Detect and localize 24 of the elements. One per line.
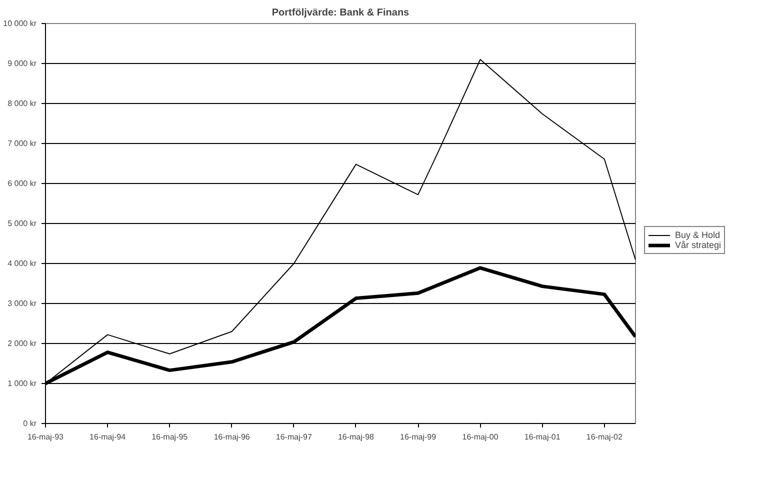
x-tick-label: 16-maj-00 xyxy=(462,432,499,442)
y-tick-label: 4 000 kr xyxy=(8,259,37,268)
y-tick-label: 1 000 kr xyxy=(8,379,37,388)
x-tick-label: 16-maj-97 xyxy=(276,432,312,442)
x-tick-label: 16-maj-98 xyxy=(338,432,375,442)
y-tick-label: 9 000 kr xyxy=(8,59,37,68)
x-tick-label: 16-maj-94 xyxy=(90,432,126,442)
x-tick-label: 16-maj-96 xyxy=(214,432,250,442)
y-tick-label: 3 000 kr xyxy=(8,299,37,308)
chart-title: Portföljvärde: Bank & Finans xyxy=(272,8,410,18)
y-tick-label: 2 000 kr xyxy=(8,339,37,348)
x-tick-label: 16-maj-95 xyxy=(152,432,188,442)
x-tick-label: 16-maj-93 xyxy=(27,432,64,442)
y-tick-label: 8 000 kr xyxy=(8,99,37,108)
legend-label: Buy & Hold xyxy=(675,230,720,240)
legend-label: Vår strategi xyxy=(675,240,722,250)
y-tick-label: 10 000 kr xyxy=(3,19,37,28)
y-tick-label: 0 kr xyxy=(23,419,37,428)
y-tick-label: 5 000 kr xyxy=(8,219,37,228)
x-tick-label: 16-maj-02 xyxy=(586,432,623,442)
x-tick-label: 16-maj-99 xyxy=(400,432,437,442)
y-tick-label: 6 000 kr xyxy=(8,179,37,188)
x-tick-label: 16-maj-01 xyxy=(524,432,561,442)
y-tick-label: 7 000 kr xyxy=(8,139,37,148)
